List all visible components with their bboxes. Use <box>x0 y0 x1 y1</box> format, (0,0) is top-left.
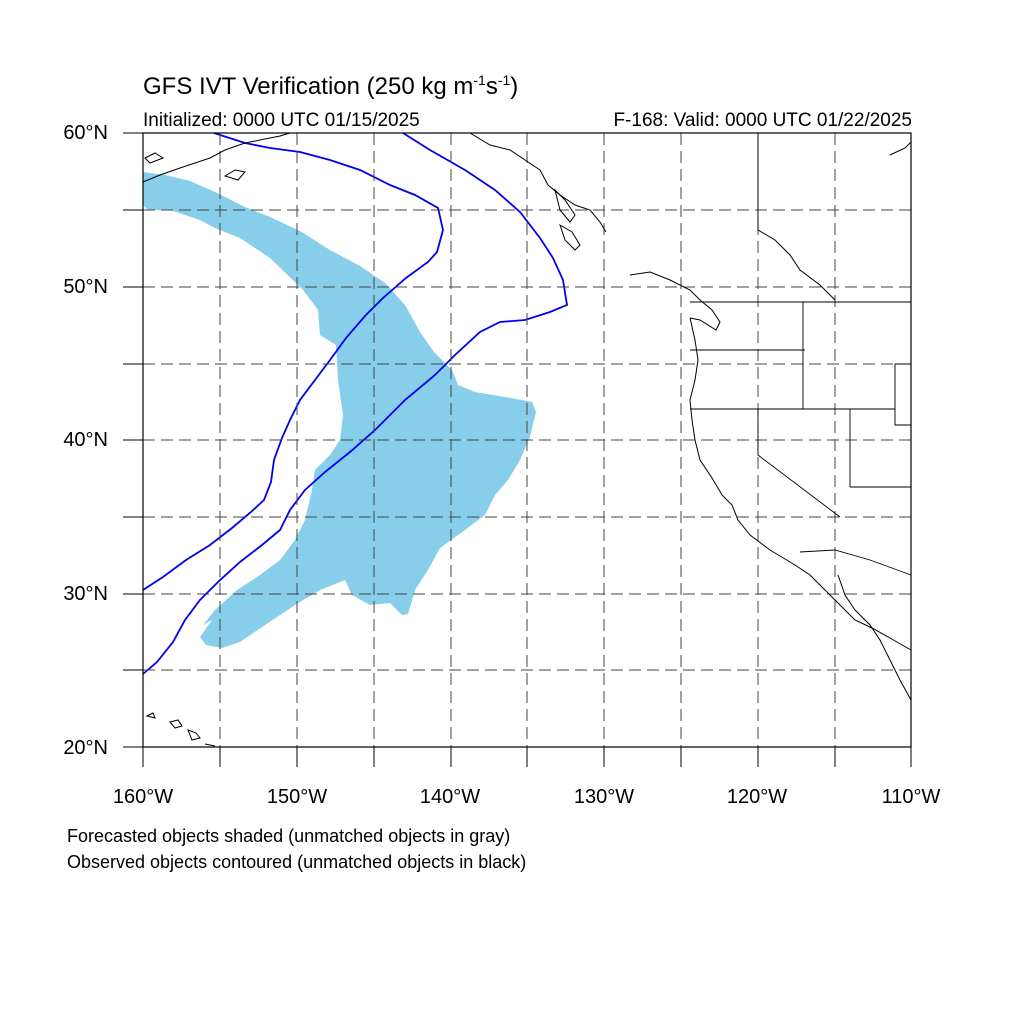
footnote-observed: Observed objects contoured (unmatched ob… <box>67 852 527 872</box>
map-title: GFS IVT Verification (250 kg m-1s-1) <box>143 72 519 100</box>
graticule-dashed <box>143 133 911 747</box>
lat-label-50: 50°N <box>63 276 108 298</box>
lat-label-20: 20°N <box>63 737 108 759</box>
observed-object-contour-east <box>142 132 569 675</box>
lat-label-60: 60°N <box>63 122 108 144</box>
lon-label-150w: 150°W <box>266 786 328 808</box>
lat-label-30: 30°N <box>63 583 108 605</box>
lon-label-110w: 110°W <box>881 786 941 808</box>
lon-label-120w: 120°W <box>726 786 788 808</box>
axis-ticks <box>123 132 912 767</box>
lon-label-140w: 140°W <box>419 786 481 808</box>
lat-label-40: 40°N <box>63 429 108 451</box>
coastline <box>142 132 912 701</box>
observed-object-contour-west <box>142 132 444 591</box>
initialized-time: Initialized: 0000 UTC 01/15/2025 <box>143 110 420 131</box>
valid-time: F-168: Valid: 0000 UTC 01/22/2025 <box>613 110 912 131</box>
forecast-object-shading <box>143 172 536 648</box>
hawaii-islands <box>145 712 216 747</box>
footnote-forecast: Forecasted objects shaded (unmatched obj… <box>67 826 511 846</box>
political-borders <box>690 301 912 576</box>
lon-label-130w: 130°W <box>573 786 635 808</box>
lon-label-160w: 160°W <box>112 786 174 808</box>
